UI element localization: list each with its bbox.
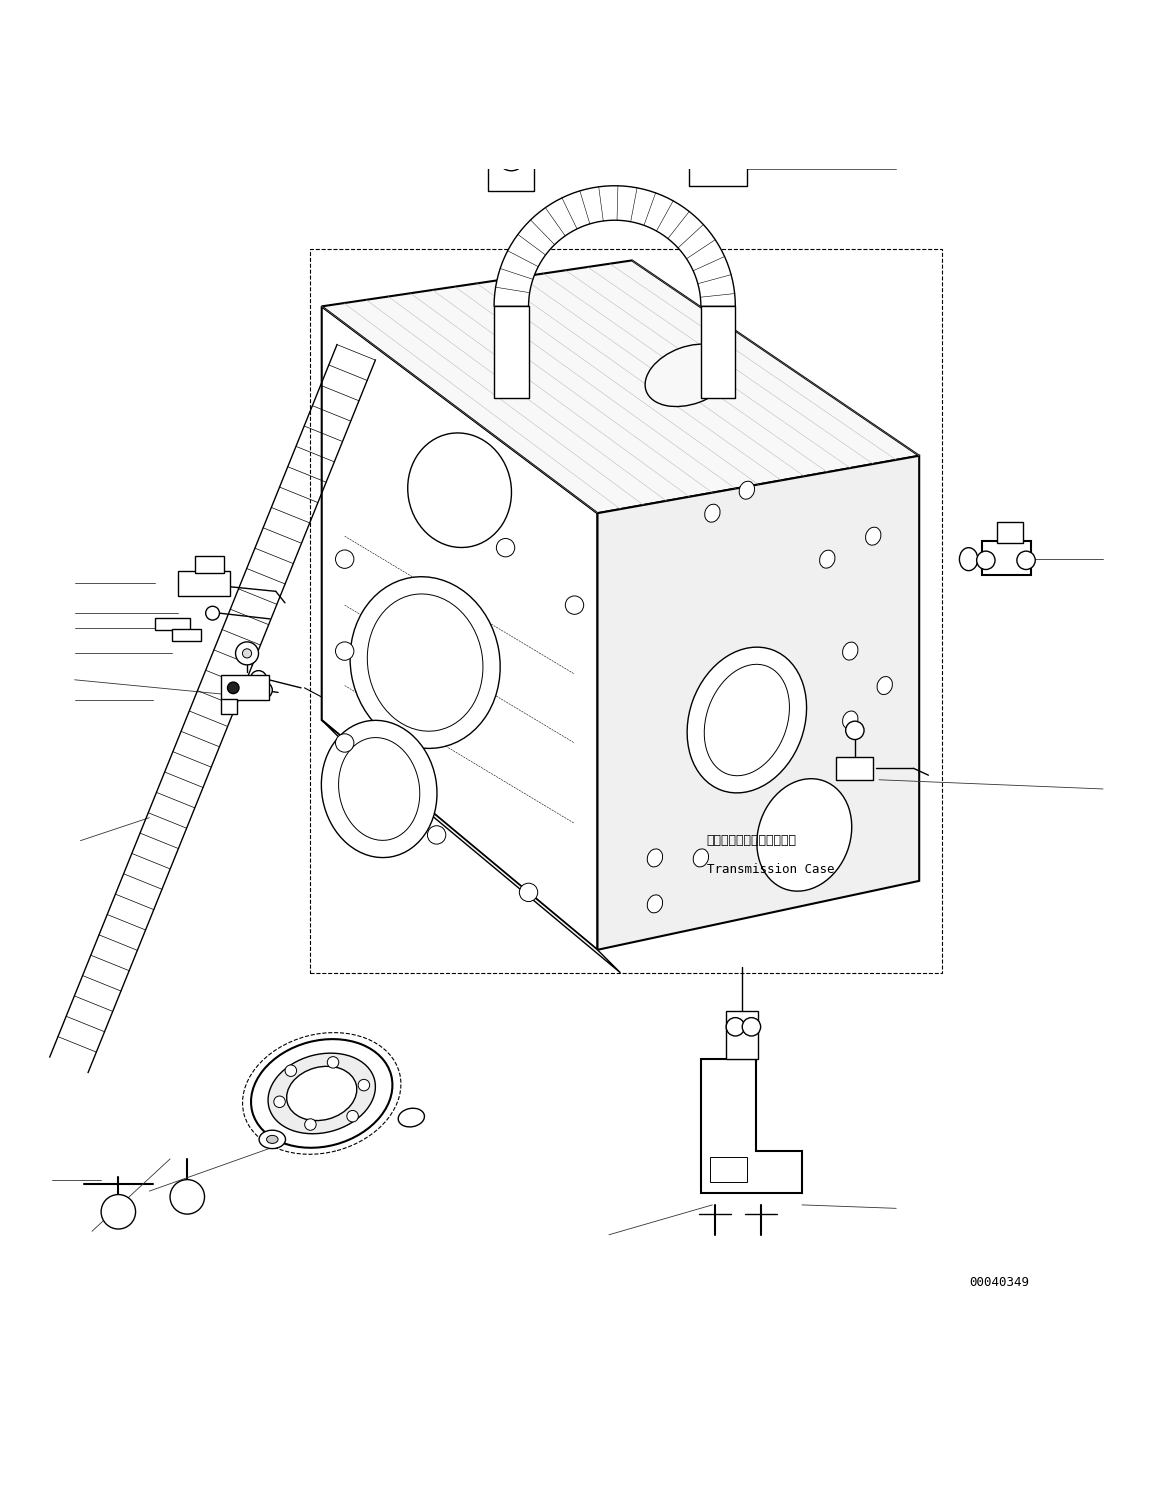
Bar — [997, 523, 1023, 542]
Bar — [172, 629, 201, 640]
Text: トランスミッションケース: トランスミッションケース — [707, 834, 796, 847]
Ellipse shape — [259, 1131, 285, 1149]
Circle shape — [336, 550, 354, 568]
Circle shape — [327, 1057, 339, 1068]
Polygon shape — [322, 260, 919, 513]
Circle shape — [358, 1079, 370, 1091]
Ellipse shape — [877, 676, 893, 694]
Circle shape — [427, 826, 446, 844]
Circle shape — [228, 682, 239, 694]
Ellipse shape — [693, 849, 709, 866]
Bar — [488, 163, 534, 192]
Bar — [195, 556, 224, 574]
Ellipse shape — [645, 345, 734, 407]
Circle shape — [336, 734, 354, 752]
Circle shape — [742, 1018, 761, 1036]
Circle shape — [1017, 551, 1035, 569]
Circle shape — [236, 642, 259, 664]
Ellipse shape — [739, 481, 755, 499]
Polygon shape — [701, 1060, 802, 1193]
Bar — [982, 541, 1031, 575]
Bar — [701, 306, 735, 398]
Polygon shape — [322, 306, 597, 950]
Circle shape — [101, 1195, 136, 1229]
Ellipse shape — [322, 721, 437, 857]
Bar — [836, 756, 873, 780]
Ellipse shape — [408, 432, 511, 547]
Ellipse shape — [819, 550, 835, 568]
Circle shape — [285, 1065, 296, 1076]
Circle shape — [565, 596, 584, 614]
Ellipse shape — [350, 577, 500, 749]
Circle shape — [304, 1119, 316, 1131]
Bar — [726, 1010, 758, 1060]
Bar — [155, 618, 190, 630]
Ellipse shape — [704, 664, 789, 776]
Circle shape — [496, 538, 515, 557]
Ellipse shape — [267, 1135, 278, 1143]
Circle shape — [242, 649, 252, 658]
Ellipse shape — [687, 646, 807, 794]
Circle shape — [498, 143, 525, 171]
Circle shape — [256, 682, 272, 698]
Ellipse shape — [286, 1067, 357, 1120]
Ellipse shape — [757, 779, 851, 892]
Ellipse shape — [250, 1039, 393, 1147]
Ellipse shape — [268, 1054, 376, 1134]
Bar — [494, 306, 529, 398]
Circle shape — [519, 883, 538, 902]
Circle shape — [846, 721, 864, 740]
Circle shape — [273, 1097, 285, 1107]
Polygon shape — [494, 186, 735, 306]
Circle shape — [336, 642, 354, 660]
Circle shape — [170, 1180, 205, 1214]
Polygon shape — [597, 456, 919, 950]
Ellipse shape — [368, 594, 483, 731]
Ellipse shape — [842, 642, 858, 660]
Circle shape — [704, 103, 732, 131]
Ellipse shape — [399, 1109, 424, 1126]
Ellipse shape — [647, 895, 663, 912]
Circle shape — [977, 551, 995, 569]
Bar — [697, 122, 739, 146]
Text: 00040349: 00040349 — [970, 1276, 1030, 1288]
Ellipse shape — [704, 504, 720, 522]
Bar — [221, 700, 237, 715]
Polygon shape — [322, 721, 620, 973]
Bar — [310, 250, 942, 973]
Bar — [689, 146, 747, 186]
Bar — [178, 571, 230, 596]
Bar — [710, 1156, 747, 1181]
Ellipse shape — [339, 737, 419, 841]
Ellipse shape — [647, 849, 663, 866]
Text: Transmission Case: Transmission Case — [707, 863, 834, 875]
Ellipse shape — [842, 710, 858, 730]
Circle shape — [347, 1110, 358, 1122]
Circle shape — [726, 1018, 745, 1036]
Ellipse shape — [959, 548, 978, 571]
Circle shape — [206, 606, 219, 620]
Ellipse shape — [865, 528, 881, 545]
Circle shape — [250, 670, 267, 687]
Circle shape — [506, 152, 517, 163]
Bar — [221, 675, 269, 700]
